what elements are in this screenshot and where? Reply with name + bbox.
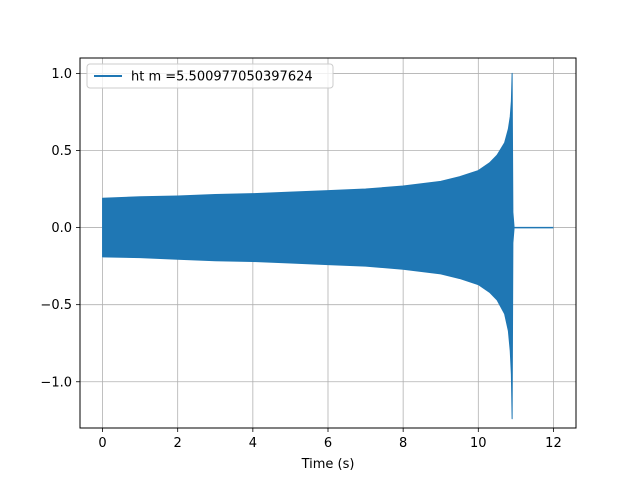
x-tick-label: 0: [98, 436, 106, 451]
y-tick-label: 0.0: [51, 221, 72, 236]
x-tick-label: 12: [545, 436, 562, 451]
x-tick-label: 6: [324, 436, 332, 451]
y-tick-label: 1.0: [51, 67, 72, 82]
x-axis: 0 2 4 6 8 10 12: [98, 428, 562, 451]
waveform-envelope: [102, 72, 515, 420]
legend-box: [86, 63, 334, 89]
legend-entry-label: ht m =5.500977050397624: [131, 70, 313, 85]
y-tick-label: 0.5: [51, 144, 72, 159]
y-tick-label: −1.0: [40, 375, 72, 390]
y-axis: −1.0 −0.5 0.0 0.5 1.0: [40, 67, 80, 390]
x-tick-label: 4: [249, 436, 257, 451]
series-layer: [102, 72, 554, 420]
legend: ht m =5.500977050397624: [86, 63, 334, 89]
x-tick-label: 10: [470, 436, 487, 451]
x-axis-label: Time (s): [301, 457, 355, 472]
y-tick-label: −0.5: [40, 298, 72, 313]
x-tick-label: 2: [174, 436, 182, 451]
x-tick-label: 8: [399, 436, 407, 451]
